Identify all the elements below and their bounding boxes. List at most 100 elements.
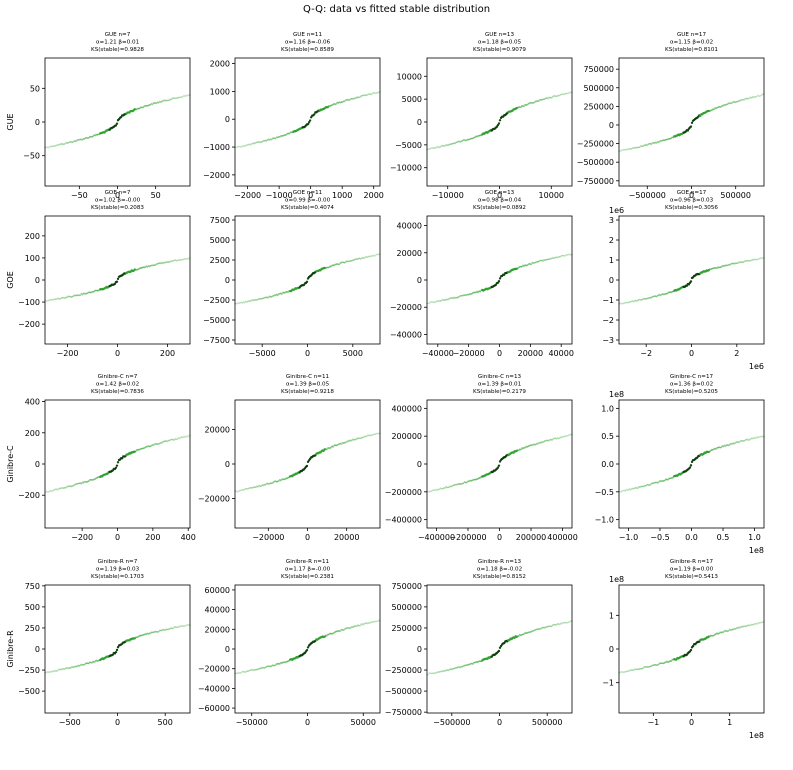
y-tick-label: −2500 [203, 296, 230, 305]
qq-point [441, 144, 444, 147]
qq-point [344, 261, 347, 263]
qq-point [372, 620, 375, 623]
qq-point [556, 95, 559, 97]
qq-point [258, 667, 260, 670]
qq-point [552, 257, 555, 260]
qq-point [564, 92, 567, 95]
y-tick-label: 20000 [205, 625, 230, 634]
panel-ks: KS(stable)=0.2179 [473, 389, 526, 395]
qq-point [367, 255, 370, 258]
qq-point [641, 667, 643, 670]
qq-point [77, 294, 80, 297]
qq-point [178, 96, 181, 99]
qq-point [361, 436, 364, 439]
qq-point [164, 440, 166, 443]
qq-point [247, 143, 250, 146]
qq-point [743, 98, 746, 101]
qq-point [164, 99, 166, 102]
qq-point [243, 671, 246, 674]
panel-params: α=1.36 β=0.02 [670, 382, 713, 388]
qq-point [247, 670, 250, 672]
qq-point [649, 296, 652, 299]
qq-point [80, 482, 83, 485]
qq-point [619, 302, 621, 305]
qq-point [630, 148, 633, 150]
qq-point [497, 649, 501, 653]
qq-point [755, 623, 758, 625]
qq-point [165, 440, 167, 442]
qq-point [746, 624, 749, 627]
qq-point [725, 444, 728, 447]
qq-point [374, 92, 377, 95]
qq-point [70, 666, 72, 669]
qq-point [758, 622, 761, 624]
panel-title: Ginibre-R n=7 [98, 559, 138, 565]
qq-point [720, 446, 723, 449]
panel-frame [234, 57, 381, 187]
qq-point [654, 663, 657, 666]
qq-point [342, 261, 345, 264]
qq-point [742, 261, 745, 264]
qq-point [551, 624, 554, 627]
qq-point [364, 622, 367, 625]
panel-title: GUE n=11 [293, 32, 323, 38]
qq-point [532, 262, 535, 264]
qq-point [154, 264, 157, 266]
qq-point [434, 489, 437, 492]
qq-point [52, 298, 55, 301]
qq-point [444, 669, 447, 672]
qq-point [432, 489, 435, 492]
qq-point [735, 627, 738, 629]
qq-point [757, 436, 760, 439]
qq-point [560, 93, 563, 96]
qq-point [152, 631, 155, 634]
qq-point [57, 297, 60, 300]
qq-point [67, 485, 69, 488]
qq-point [552, 95, 555, 98]
qq-point [368, 434, 371, 437]
x-tick-label: −200000 [449, 533, 486, 542]
qq-point [166, 99, 168, 102]
panel-ks: KS(stable)=0.8101 [665, 47, 718, 53]
qq-point [644, 484, 646, 487]
qq-point [532, 443, 535, 446]
qq-point [166, 260, 168, 263]
x-tick-label: −200 [71, 533, 93, 542]
row-label: Ginibre-R [6, 630, 15, 668]
qq-point [343, 100, 346, 103]
y-tick-label: −500000 [577, 158, 614, 167]
qq-point [457, 666, 460, 668]
qq-point [456, 141, 459, 143]
qq-point [647, 143, 650, 146]
qq-point [627, 489, 630, 491]
qq-point [753, 96, 756, 98]
x-tick-label: −500000 [433, 718, 470, 727]
qq-point [268, 665, 271, 668]
qq-point [450, 485, 452, 488]
qq-point [635, 146, 638, 149]
qq-point [741, 439, 743, 442]
qq-point [565, 434, 568, 437]
qq-point [629, 301, 632, 303]
qq-point [646, 297, 649, 300]
qq-point [256, 485, 258, 488]
qq-point [344, 441, 347, 444]
qq-point [744, 97, 747, 100]
panel-params: α=1.42 β=0.02 [96, 382, 139, 388]
qq-point [627, 148, 630, 150]
qq-point [168, 260, 171, 263]
qq-point [541, 441, 544, 444]
qq-point [637, 668, 640, 671]
qq-point [497, 464, 501, 467]
qq-point [536, 260, 539, 263]
qq-point [621, 302, 624, 305]
qq-point [361, 623, 364, 625]
qq-point [565, 92, 568, 95]
qq-point [68, 666, 70, 669]
qq-point [758, 95, 761, 97]
qq-point [369, 93, 372, 96]
qq-point [538, 441, 541, 444]
qq-point [238, 302, 241, 305]
qq-point [452, 142, 454, 145]
qq-point [653, 142, 656, 145]
